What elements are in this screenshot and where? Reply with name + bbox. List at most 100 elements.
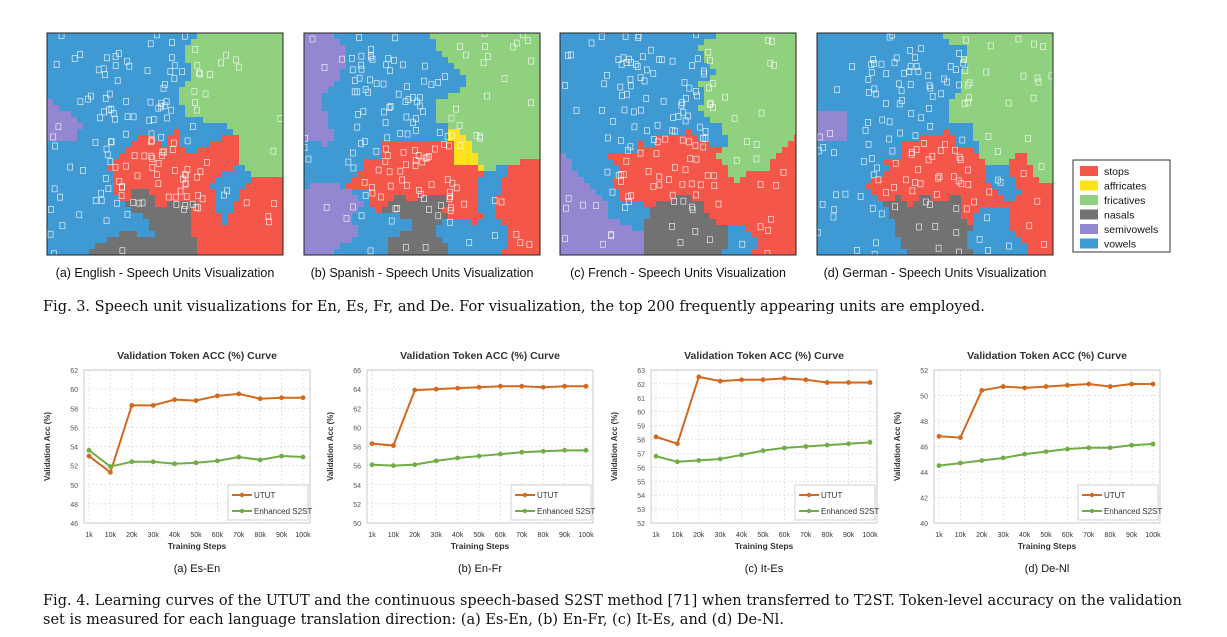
unit-marker — [705, 48, 712, 56]
data-point — [369, 441, 375, 447]
unit-marker — [935, 174, 941, 182]
unit-marker — [362, 86, 369, 93]
unit-marker — [173, 201, 180, 208]
x-tick-label: 70k — [1083, 532, 1095, 539]
y-tick-label: 42 — [920, 496, 928, 503]
unit-marker — [1034, 197, 1041, 205]
unit-marker — [148, 130, 155, 138]
data-point — [1107, 445, 1113, 451]
unit-marker — [1035, 78, 1042, 86]
unit-marker — [358, 61, 364, 69]
unit-marker — [158, 152, 165, 159]
y-tick-label: 53 — [637, 507, 645, 514]
unit-marker — [573, 107, 580, 114]
unit-marker — [170, 139, 177, 147]
x-tick-label: 40k — [169, 532, 181, 539]
unit-marker — [190, 123, 196, 130]
x-tick-label: 30k — [998, 532, 1010, 539]
data-point — [696, 458, 702, 463]
data-point — [433, 386, 439, 392]
unit-marker — [917, 180, 924, 188]
unit-marker — [105, 185, 112, 193]
x-axis-label: Training Steps — [168, 541, 227, 551]
unit-marker — [373, 147, 380, 155]
unit-marker — [622, 204, 628, 211]
learning-curve-chart: Validation Token ACC (%) Curve 50 52 54 56 58… — [326, 350, 595, 575]
unit-marker — [71, 55, 78, 62]
unit-marker — [912, 179, 918, 186]
unit-marker — [984, 214, 990, 222]
data-point — [1043, 449, 1049, 454]
unit-marker — [562, 82, 569, 89]
x-tick-label: 1k — [368, 532, 376, 539]
unit-marker — [397, 167, 404, 175]
y-tick-label: 60 — [70, 387, 78, 394]
x-tick-label: 1k — [85, 532, 93, 539]
unit-marker — [422, 244, 429, 251]
unit-marker — [403, 243, 409, 251]
unit-marker — [656, 181, 663, 189]
unit-marker — [623, 157, 630, 165]
unit-marker — [641, 77, 648, 85]
unit-marker — [953, 205, 960, 212]
unit-marker — [161, 102, 168, 110]
x-tick-label: 100k — [862, 532, 878, 539]
unit-marker — [181, 171, 188, 178]
unit-marker — [528, 99, 534, 107]
data-point — [236, 454, 242, 460]
data-point — [1000, 455, 1006, 461]
unit-marker — [416, 187, 422, 194]
unit-marker — [1034, 74, 1041, 82]
unit-marker — [702, 135, 709, 142]
unit-marker — [302, 134, 308, 142]
unit-marker — [936, 172, 943, 180]
unit-marker — [927, 122, 934, 130]
unit-marker — [892, 159, 899, 167]
unit-marker — [144, 67, 151, 74]
data-point — [739, 452, 744, 458]
unit-marker — [866, 89, 872, 96]
unit-marker — [764, 250, 771, 257]
x-tick-label: 80k — [1105, 532, 1117, 539]
unit-marker — [421, 77, 427, 85]
unit-marker — [964, 81, 971, 89]
unit-marker — [513, 39, 520, 47]
y-tick-label: 48 — [920, 419, 928, 426]
data-point — [979, 388, 985, 393]
data-point — [236, 391, 242, 397]
unit-marker — [112, 163, 119, 171]
unit-marker — [868, 68, 875, 76]
unit-marker — [438, 202, 444, 209]
unit-marker — [382, 158, 389, 165]
unit-marker — [669, 57, 676, 65]
unit-marker — [814, 229, 821, 237]
unit-marker — [528, 57, 534, 65]
unit-marker — [819, 201, 826, 208]
unit-marker — [147, 98, 154, 106]
x-tick-label: 50k — [473, 532, 485, 539]
unit-marker — [610, 118, 616, 125]
chart-subcaption: (a) Es-En — [174, 563, 220, 575]
x-tick-label: 30k — [148, 532, 160, 539]
data-point — [391, 443, 396, 448]
unit-marker — [98, 189, 105, 197]
unit-marker — [378, 193, 384, 201]
unit-marker — [400, 61, 406, 69]
unit-marker — [112, 115, 118, 123]
unit-marker — [765, 36, 771, 44]
unit-marker — [971, 198, 977, 206]
learning-curve-chart: Validation Token ACC (%) Curve 40 42 44 46 48… — [893, 350, 1162, 575]
y-tick-label: 62 — [70, 368, 78, 375]
speech-units-panel — [814, 31, 1055, 258]
unit-marker — [753, 141, 760, 148]
unit-marker — [233, 56, 239, 64]
unit-marker — [149, 164, 156, 171]
unit-marker — [588, 39, 595, 47]
unit-marker — [618, 137, 624, 144]
unit-marker — [865, 140, 872, 148]
unit-marker — [169, 39, 175, 46]
unit-marker — [180, 175, 186, 183]
unit-marker — [367, 76, 373, 84]
y-tick-label: 62 — [637, 382, 645, 389]
unit-marker — [172, 167, 178, 174]
